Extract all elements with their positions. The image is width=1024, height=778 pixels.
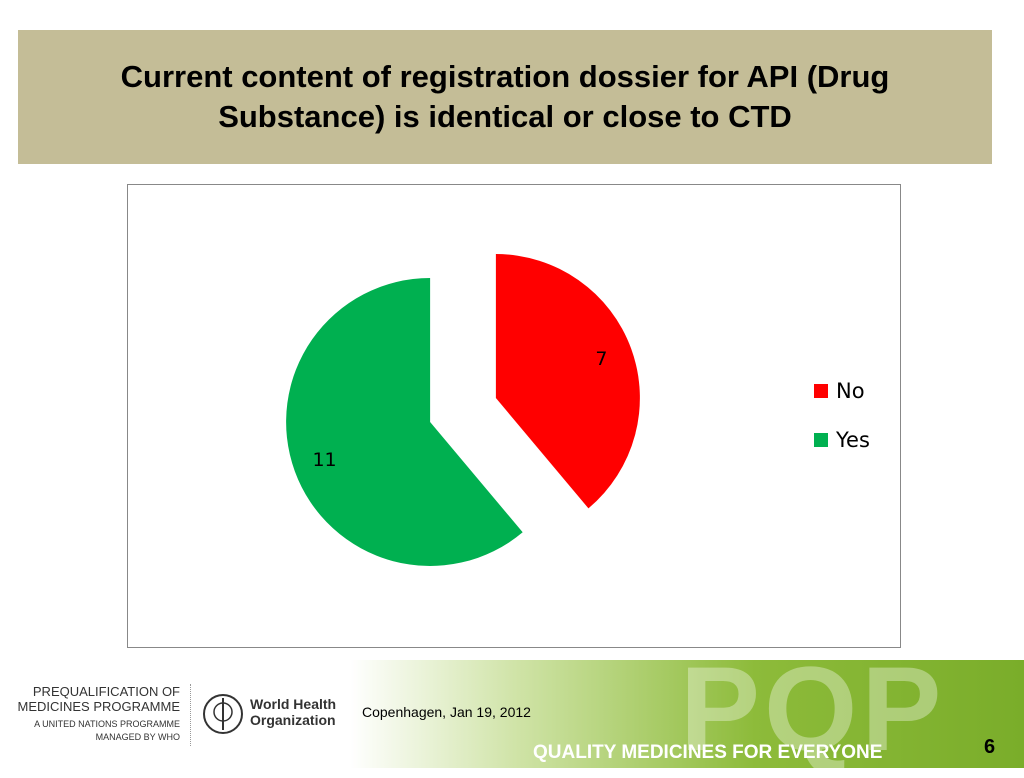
page-number: 6 xyxy=(984,736,996,758)
data-label: 11 xyxy=(312,449,336,471)
legend-label: Yes xyxy=(835,428,870,452)
legend-swatch xyxy=(814,384,828,398)
slide-title: Current content of registration dossier … xyxy=(120,59,890,134)
slogan: QUALITY MEDICINES FOR EVERYONE xyxy=(533,742,883,763)
programme-note: A UNITED NATIONS PROGRAMME MANAGED BY WH… xyxy=(34,719,180,742)
chart: 7 No 11 Yes xyxy=(127,184,901,648)
organization: World Health Organization xyxy=(250,696,337,728)
programme-name: PREQUALIFICATION OF MEDICINES PROGRAMME xyxy=(17,684,180,714)
who-emblem xyxy=(203,694,243,734)
brand-watermark: PQP xyxy=(680,642,946,776)
legend-swatch xyxy=(814,433,828,447)
pie-slice xyxy=(495,254,640,509)
legend-label: No xyxy=(836,379,865,403)
data-label: 7 xyxy=(595,348,607,370)
divider xyxy=(190,684,191,746)
place-date: Copenhagen, Jan 19, 2012 xyxy=(362,704,531,720)
title-bar: Current content of registration dossier … xyxy=(18,30,992,164)
pie-slice xyxy=(286,277,523,566)
footer-band xyxy=(350,660,1024,768)
